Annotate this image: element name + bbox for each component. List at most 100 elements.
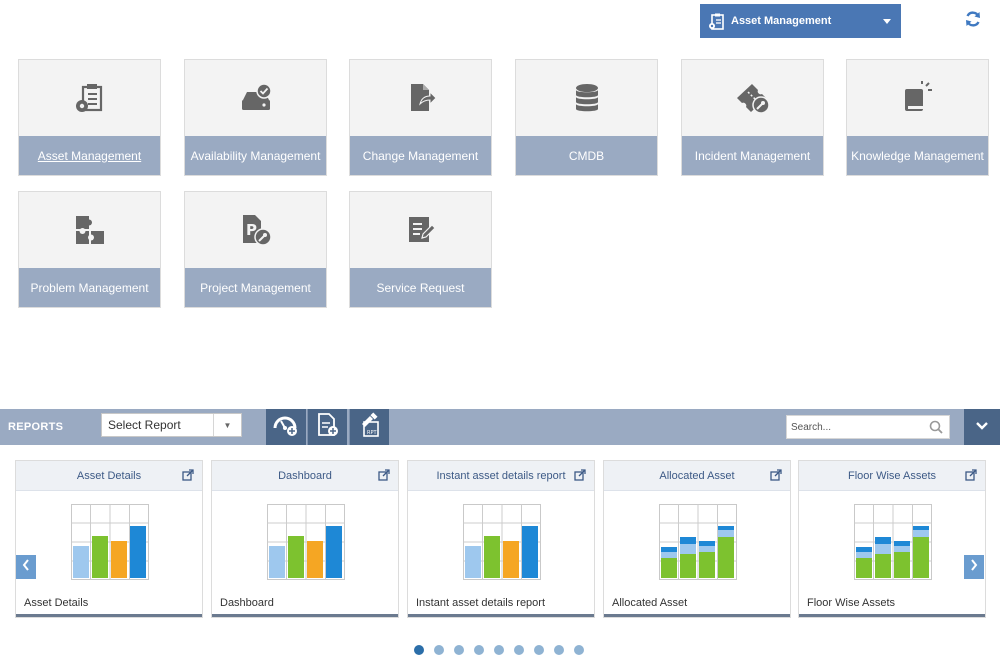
- puzzle-icon: [19, 192, 160, 268]
- report-select[interactable]: Select Report ▼: [101, 413, 242, 437]
- tile-incident-management[interactable]: Incident Management: [681, 59, 824, 176]
- bar-chart-thumbnail: [463, 504, 541, 580]
- tile-problem-management[interactable]: Problem Management: [18, 191, 161, 308]
- collapse-reports-button[interactable]: [964, 409, 1000, 445]
- external-link-icon[interactable]: [770, 469, 782, 481]
- pagination-dot[interactable]: [574, 645, 584, 655]
- chevron-down-icon: [883, 18, 891, 24]
- external-link-icon[interactable]: [965, 469, 977, 481]
- pagination-dot[interactable]: [474, 645, 484, 655]
- report-card-header: Dashboard: [212, 461, 398, 491]
- report-card-allocated-asset[interactable]: Allocated Asset Allocated Asset: [603, 460, 791, 618]
- divider: [604, 614, 790, 617]
- external-link-icon[interactable]: [182, 469, 194, 481]
- report-card-footer: Instant asset details report: [416, 597, 546, 609]
- pagination-dot[interactable]: [554, 645, 564, 655]
- pagination-dot[interactable]: [494, 645, 504, 655]
- refresh-icon[interactable]: [962, 8, 984, 30]
- tile-label: Project Management: [185, 268, 326, 307]
- search-input[interactable]: [787, 416, 923, 438]
- reports-toolbar: REPORTS Select Report ▼ RPT: [0, 409, 1000, 445]
- tile-label: Incident Management: [682, 136, 823, 175]
- tile-knowledge-management[interactable]: Knowledge Management: [846, 59, 989, 176]
- report-card-header: Asset Details: [16, 461, 202, 491]
- report-card-footer: Dashboard: [220, 597, 274, 609]
- tile-project-management[interactable]: P Project Management: [184, 191, 327, 308]
- carousel-pagination: [414, 645, 584, 655]
- report-card-title: Instant asset details report: [436, 469, 566, 482]
- add-dashboard-button[interactable]: [266, 409, 306, 445]
- chevron-down-icon: ▼: [213, 414, 241, 436]
- report-builder-button[interactable]: RPT: [349, 409, 389, 445]
- document-arrow-icon: [350, 60, 491, 136]
- divider: [212, 614, 398, 617]
- dashboard-add-icon: [273, 413, 299, 442]
- divider: [799, 614, 985, 617]
- report-card-title: Dashboard: [278, 469, 332, 482]
- book-light-icon: [847, 60, 988, 136]
- tile-label: Service Request: [350, 268, 491, 307]
- carousel-next-button[interactable]: [964, 555, 984, 579]
- ticket-wrench-icon: [682, 60, 823, 136]
- pagination-dot[interactable]: [514, 645, 524, 655]
- report-card-title: Asset Details: [76, 469, 142, 482]
- report-card-header: Floor Wise Assets: [799, 461, 985, 491]
- report-card-floor-wise-assets[interactable]: Floor Wise Assets Floor Wise Assets: [798, 460, 986, 618]
- external-link-icon[interactable]: [574, 469, 586, 481]
- edit-document-icon: [350, 192, 491, 268]
- clipboard-gear-icon: [708, 12, 726, 30]
- clipboard-gear-icon: [19, 60, 160, 136]
- reports-title: REPORTS: [8, 421, 64, 433]
- tile-service-request[interactable]: Service Request: [349, 191, 492, 308]
- svg-text:RPT: RPT: [367, 430, 377, 436]
- stacked-chart-thumbnail: [854, 504, 932, 580]
- report-card-dashboard[interactable]: Dashboard Dashboard: [211, 460, 399, 618]
- module-selector[interactable]: Asset Management: [700, 4, 901, 38]
- add-report-button[interactable]: [307, 409, 347, 445]
- external-link-icon[interactable]: [378, 469, 390, 481]
- divider: [408, 614, 594, 617]
- project-wrench-icon: P: [185, 192, 326, 268]
- bar-chart-thumbnail: [267, 504, 345, 580]
- report-card-asset-details[interactable]: Asset Details Asset Details: [15, 460, 203, 618]
- search-icon[interactable]: [923, 420, 949, 434]
- report-card-title: Allocated Asset: [659, 469, 735, 482]
- chevron-right-icon: [970, 558, 978, 576]
- report-card-header: Instant asset details report: [408, 461, 594, 491]
- tile-availability-management[interactable]: Availability Management: [184, 59, 327, 176]
- tile-label: Knowledge Management: [847, 136, 988, 175]
- report-card-footer: Allocated Asset: [612, 597, 688, 609]
- tile-label: Availability Management: [185, 136, 326, 175]
- module-selector-label: Asset Management: [731, 15, 832, 27]
- stacked-chart-thumbnail: [659, 504, 737, 580]
- tile-cmdb[interactable]: CMDB: [515, 59, 658, 176]
- report-search: [786, 415, 950, 439]
- report-carousel: Asset Details Asset Details Dashboard Da…: [15, 460, 987, 618]
- tile-label: Problem Management: [19, 268, 160, 307]
- chevron-down-icon: [975, 418, 989, 436]
- tile-asset-management[interactable]: Asset Management: [18, 59, 161, 176]
- pagination-dot[interactable]: [434, 645, 444, 655]
- report-add-icon: [316, 412, 340, 443]
- tile-label: Asset Management: [19, 136, 160, 175]
- tile-label: CMDB: [516, 136, 657, 175]
- report-select-value: Select Report: [108, 418, 181, 432]
- report-card-footer: Floor Wise Assets: [807, 597, 896, 609]
- database-icon: [516, 60, 657, 136]
- bar-chart-thumbnail: [71, 504, 149, 580]
- tile-label: Change Management: [350, 136, 491, 175]
- pagination-dot[interactable]: [454, 645, 464, 655]
- report-card-instant-asset-details[interactable]: Instant asset details report Instant ass…: [407, 460, 595, 618]
- carousel-prev-button[interactable]: [16, 555, 36, 579]
- pagination-dot[interactable]: [534, 645, 544, 655]
- drive-check-icon: [185, 60, 326, 136]
- report-card-header: Allocated Asset: [604, 461, 790, 491]
- divider: [16, 614, 202, 617]
- tile-change-management[interactable]: Change Management: [349, 59, 492, 176]
- pagination-dot[interactable]: [414, 645, 424, 655]
- chevron-left-icon: [22, 558, 30, 576]
- report-builder-icon: RPT: [358, 411, 382, 443]
- report-card-footer: Asset Details: [24, 597, 89, 609]
- svg-text:P: P: [246, 221, 257, 239]
- report-card-title: Floor Wise Assets: [847, 469, 937, 482]
